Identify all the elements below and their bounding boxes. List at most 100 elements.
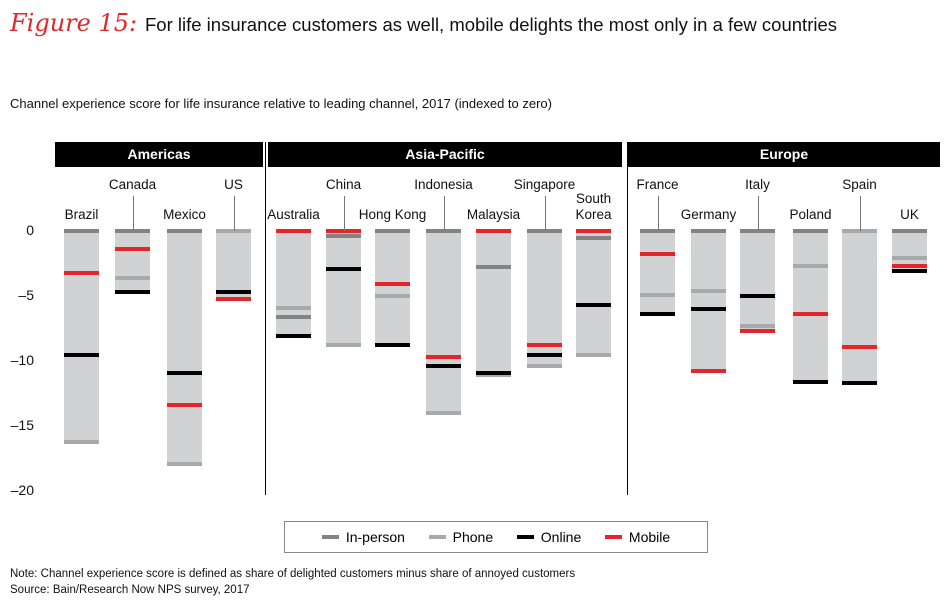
mark-phone (476, 373, 511, 378)
label-leader (443, 196, 445, 231)
mark-in-person (64, 229, 99, 233)
country-label: Australia (267, 207, 320, 222)
mark-phone (793, 264, 828, 269)
mark-mobile (527, 343, 562, 348)
country-label: Poland (789, 207, 832, 222)
mark-mobile (892, 264, 927, 269)
mark-in-person (892, 229, 927, 233)
label-leader (132, 196, 134, 231)
mark-mobile (64, 270, 99, 275)
legend-item: Online (516, 529, 582, 545)
legend-swatch (321, 535, 339, 539)
mark-in-person (115, 229, 150, 233)
mark-in-person (793, 229, 828, 233)
mark-phone (527, 364, 562, 369)
mark-phone (167, 461, 202, 466)
mark-phone (276, 305, 311, 310)
region-header-asia-pacific: Asia-Pacific (268, 142, 622, 167)
mark-online (576, 303, 611, 308)
mark-in-person (740, 229, 775, 233)
mark-online (326, 266, 361, 271)
y-tick-label: 0 (26, 222, 34, 238)
mark-mobile (576, 229, 611, 233)
mark-phone (115, 275, 150, 280)
mark-in-person (375, 229, 410, 233)
mark-online (640, 312, 675, 317)
range-bar (326, 231, 361, 346)
chart-title: For life insurance customers as well, mo… (145, 14, 837, 35)
mark-phone (691, 288, 726, 293)
range-bar (640, 231, 675, 315)
range-bar (276, 231, 311, 337)
label-leader (657, 196, 659, 231)
mark-online (740, 294, 775, 298)
range-bar (740, 231, 775, 332)
mark-phone (892, 256, 927, 261)
country-label: Malaysia (466, 207, 521, 222)
range-bar (842, 231, 877, 384)
mark-in-person (167, 229, 202, 233)
group-divider (265, 142, 266, 495)
legend: In-person Phone Online Mobile (284, 521, 708, 553)
country-label: UK (900, 207, 919, 222)
mark-in-person (476, 265, 511, 270)
legend-label: Phone (452, 529, 494, 545)
legend-label: Online (540, 529, 582, 545)
y-tick-label: –20 (10, 482, 34, 498)
mark-phone (640, 292, 675, 297)
mark-mobile (326, 229, 361, 233)
range-bar (115, 231, 150, 293)
footnote: Note: Channel experience score is define… (10, 568, 576, 580)
range-bar (216, 231, 251, 299)
mark-online (793, 379, 828, 384)
country-label: Spain (842, 177, 877, 192)
mark-phone (326, 343, 361, 348)
country-label: Mexico (163, 207, 206, 222)
country-label: Italy (745, 177, 770, 192)
mark-mobile (276, 229, 311, 233)
mark-online (476, 370, 511, 375)
country-label: Canada (108, 177, 157, 192)
legend-item: Mobile (604, 529, 670, 545)
mark-phone (842, 229, 877, 233)
country-label: Indonesia (414, 177, 473, 192)
mark-in-person (640, 229, 675, 233)
country-label: France (636, 177, 679, 192)
mark-online (216, 290, 251, 295)
chart-subtitle: Channel experience score for life insura… (10, 96, 552, 111)
mark-online (375, 343, 410, 348)
mark-online (691, 307, 726, 311)
label-leader (343, 196, 345, 231)
mark-in-person (326, 234, 361, 239)
mark-in-person (426, 229, 461, 233)
country-label: US (224, 177, 243, 192)
y-tick-label: –5 (18, 287, 34, 303)
range-bar (793, 231, 828, 382)
mark-in-person (527, 229, 562, 233)
range-bar (476, 231, 511, 376)
range-bar (576, 231, 611, 355)
mark-phone (375, 294, 410, 298)
mark-mobile (640, 252, 675, 257)
legend-item: In-person (321, 529, 405, 545)
range-bar (167, 231, 202, 464)
range-bar (426, 231, 461, 413)
range-bar (691, 231, 726, 372)
mark-phone (426, 411, 461, 415)
region-header-americas: Americas (55, 142, 263, 167)
mark-in-person (576, 235, 611, 240)
figure-label: Figure 15: (10, 9, 138, 37)
mark-mobile (216, 296, 251, 301)
source: Source: Bain/Research Now NPS survey, 20… (10, 584, 250, 596)
range-bar (64, 231, 99, 442)
range-bar (375, 231, 410, 346)
label-leader (544, 196, 546, 231)
mark-mobile (476, 229, 511, 233)
legend-label: In-person (345, 529, 405, 545)
mark-mobile (167, 403, 202, 408)
mark-mobile (793, 312, 828, 317)
country-label: Hong Kong (358, 207, 427, 222)
mark-mobile (691, 369, 726, 374)
mark-mobile (842, 344, 877, 349)
country-label: South Korea (575, 191, 612, 222)
